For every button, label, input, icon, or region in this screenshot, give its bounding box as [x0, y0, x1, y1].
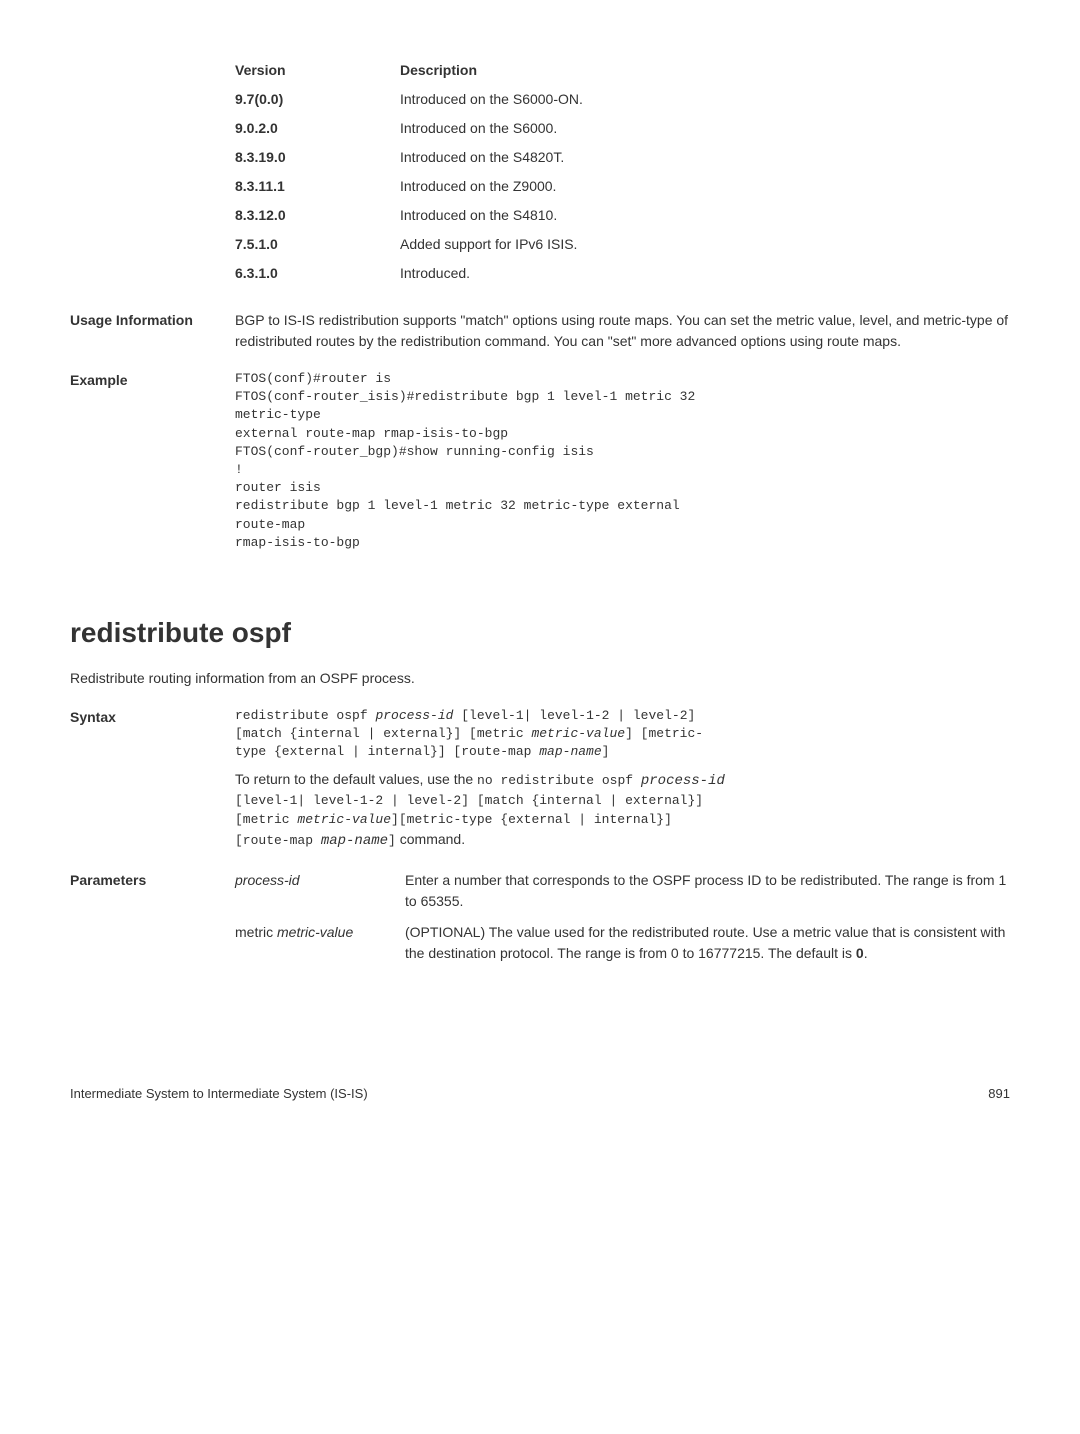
param-row: Parameters process-id Enter a number tha…: [70, 870, 1010, 912]
param-desc: (OPTIONAL) The value used for the redist…: [405, 922, 1010, 964]
version-row: 6.3.1.0 Introduced.: [235, 263, 1010, 284]
version-cell-d: Introduced on the S6000-ON.: [400, 89, 1010, 110]
version-cell-d: Introduced on the S4810.: [400, 205, 1010, 226]
version-cell-v: 6.3.1.0: [235, 263, 400, 284]
example-section: Example FTOS(conf)#router is FTOS(conf-r…: [70, 370, 1010, 552]
version-cell-v: 8.3.12.0: [235, 205, 400, 226]
command-desc: Redistribute routing information from an…: [70, 668, 1010, 689]
version-cell-v: 9.0.2.0: [235, 118, 400, 139]
return-var: metric-value: [297, 812, 391, 827]
syntax-return-line: To return to the default values, use the…: [235, 769, 1010, 792]
syntax-text: [level-1| level-1-2 | level-2]: [453, 708, 695, 723]
version-cell-d: Added support for IPv6 ISIS.: [400, 234, 1010, 255]
syntax-var: process-id: [375, 708, 453, 723]
version-header-row: Version Description: [235, 60, 1010, 81]
param-desc-text: (OPTIONAL) The value used for the redist…: [405, 924, 1005, 961]
syntax-var: metric-value: [531, 726, 625, 741]
version-row: 8.3.11.1 Introduced on the Z9000.: [235, 176, 1010, 197]
version-cell-v: 8.3.19.0: [235, 147, 400, 168]
version-cell-v: 9.7(0.0): [235, 89, 400, 110]
version-row: 8.3.12.0 Introduced on the S4810.: [235, 205, 1010, 226]
version-row: 9.0.2.0 Introduced on the S6000.: [235, 118, 1010, 139]
param-spacer: [70, 922, 235, 964]
spacer: [235, 761, 1010, 769]
param-name: metric metric-value: [235, 922, 405, 964]
version-cell-d: Introduced on the S6000.: [400, 118, 1010, 139]
return-code: ]: [388, 833, 396, 848]
return-code: [metric: [235, 812, 297, 827]
syntax-var: map-name: [539, 744, 601, 759]
syntax-text: [match {internal | external}] [metric: [235, 726, 531, 741]
syntax-text: type {external | internal}] [route-map: [235, 744, 539, 759]
version-cell-d: Introduced on the S4820T.: [400, 147, 1010, 168]
version-cell-v: 7.5.1.0: [235, 234, 400, 255]
return-code: no redistribute ospf: [477, 773, 641, 788]
return-var: map-name: [321, 833, 388, 849]
syntax-return-line: [level-1| level-1-2 | level-2] [match {i…: [235, 792, 1010, 810]
syntax-text: redistribute ospf: [235, 708, 375, 723]
syntax-label: Syntax: [70, 707, 235, 852]
usage-text: BGP to IS-IS redistribution supports "ma…: [235, 310, 1010, 352]
syntax-content: redistribute ospf process-id [level-1| l…: [235, 707, 1010, 852]
version-cell-d: Introduced.: [400, 263, 1010, 284]
return-code: [route-map: [235, 833, 321, 848]
footer-left: Intermediate System to Intermediate Syst…: [70, 1084, 368, 1104]
example-label: Example: [70, 370, 235, 552]
page-footer: Intermediate System to Intermediate Syst…: [70, 1084, 1010, 1104]
example-code: FTOS(conf)#router is FTOS(conf-router_is…: [235, 370, 1010, 552]
return-var: process-id: [641, 773, 725, 789]
param-desc: Enter a number that corresponds to the O…: [405, 870, 1010, 912]
syntax-return-line: [metric metric-value][metric-type {exter…: [235, 811, 1010, 829]
version-cell-v: 8.3.11.1: [235, 176, 400, 197]
param-name: process-id: [235, 870, 405, 912]
param-name-var: metric-value: [277, 924, 353, 940]
footer-right: 891: [988, 1084, 1010, 1104]
syntax-section: Syntax redistribute ospf process-id [lev…: [70, 707, 1010, 852]
usage-section: Usage Information BGP to IS-IS redistrib…: [70, 310, 1010, 352]
version-label-spacer: [70, 60, 235, 292]
version-table-content: Version Description 9.7(0.0) Introduced …: [235, 60, 1010, 292]
param-desc-bold: 0: [856, 945, 864, 961]
syntax-line: type {external | internal}] [route-map m…: [235, 743, 1010, 761]
syntax-text: ]: [602, 744, 610, 759]
version-table: Version Description 9.7(0.0) Introduced …: [70, 60, 1010, 292]
syntax-return-line: [route-map map-name] command.: [235, 829, 1010, 852]
version-header-description: Description: [400, 60, 1010, 81]
version-row: 7.5.1.0 Added support for IPv6 ISIS.: [235, 234, 1010, 255]
version-header-version: Version: [235, 60, 400, 81]
version-row: 8.3.19.0 Introduced on the S4820T.: [235, 147, 1010, 168]
command-title: redistribute ospf: [70, 612, 1010, 654]
param-row: metric metric-value (OPTIONAL) The value…: [70, 922, 1010, 964]
return-text: command.: [396, 831, 465, 847]
parameters-section: Parameters process-id Enter a number tha…: [70, 870, 1010, 964]
syntax-line: [match {internal | external}] [metric me…: [235, 725, 1010, 743]
version-cell-d: Introduced on the Z9000.: [400, 176, 1010, 197]
return-code: ][metric-type {external | internal}]: [391, 812, 672, 827]
usage-label: Usage Information: [70, 310, 235, 352]
page-root: Version Description 9.7(0.0) Introduced …: [70, 60, 1010, 1103]
param-name-text: process-id: [235, 872, 300, 888]
parameters-label: Parameters: [70, 870, 235, 912]
return-text: To return to the default values, use the: [235, 771, 477, 787]
syntax-line: redistribute ospf process-id [level-1| l…: [235, 707, 1010, 725]
version-row: 9.7(0.0) Introduced on the S6000-ON.: [235, 89, 1010, 110]
param-desc-text: .: [864, 945, 868, 961]
syntax-text: ] [metric-: [625, 726, 703, 741]
param-name-text: metric: [235, 924, 277, 940]
